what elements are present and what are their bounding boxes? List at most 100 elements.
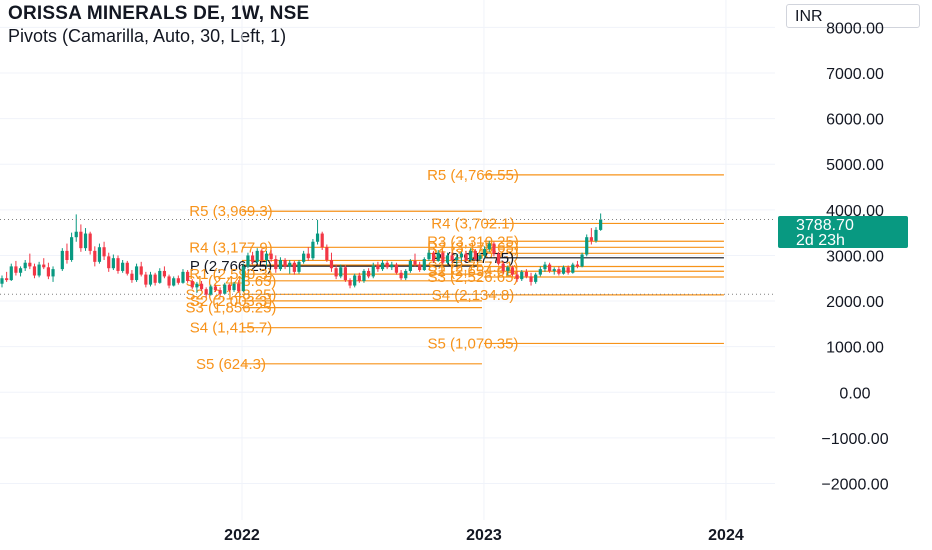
candle-body [32,266,37,276]
candle-body [218,290,222,294]
last-price-line [0,218,775,295]
price-axis-tick-label: −1000.00 [821,431,888,448]
candle-body [413,260,417,265]
candle-body [561,267,566,274]
candlestick-series [0,213,603,298]
price-axis-tick-label: 3000.00 [826,248,884,265]
candle-body [594,229,598,241]
candle-body [107,256,111,269]
candle-body [538,269,542,275]
pivot-label-r4: R4 (3,177.9) [189,239,272,256]
candle-body [130,273,134,281]
time-axis-tick-label: 2024 [708,527,744,544]
candle-body [223,284,227,294]
candle-body [302,253,306,262]
candle-body [176,278,180,283]
candle-body [483,249,487,256]
candle-body [357,275,361,281]
time-axis-tick-label: 2023 [466,527,502,544]
candle-body [520,271,524,280]
candle-body [232,283,236,291]
candle-body [102,247,106,257]
candle-body [0,278,4,284]
candle-body [455,257,459,260]
pivot-label-s4: S4 (1,415.7) [190,320,273,337]
candle-body [269,253,273,260]
candle-body [348,280,352,286]
candle-body [534,274,538,282]
candle-body [14,266,18,273]
price-axis-tick-label: 6000.00 [826,112,884,129]
candle-body [399,272,403,279]
candle-body [404,270,408,279]
candle-body [320,233,324,248]
candle-body [255,250,259,262]
indicator-legend[interactable]: Pivots (Camarilla, Auto, 30, Left, 1) [8,26,287,46]
candle-body [65,250,69,260]
candle-body [42,264,46,268]
candle-body [172,278,176,286]
candle-body [125,262,129,274]
candle-body [227,284,231,291]
candle-body [496,253,501,264]
price-axis[interactable]: 8000.00 7000.00 6000.00 5000.00 4000.00 3000.… [821,20,888,493]
candle-body [427,252,431,260]
candle-body [199,283,204,290]
candle-body [60,250,64,270]
candle-body [18,268,23,273]
candle-body [329,260,334,269]
candle-body [431,252,436,261]
candle-body [418,264,422,271]
candle-body [97,247,102,262]
pivot-label-r3: R3 (3,310.25) [427,233,519,250]
pivot-label-r5: R5 (3,969.3) [189,203,272,220]
candle-body [422,259,426,271]
candle-body [436,252,440,261]
candle-body [83,233,88,249]
candle-body [264,253,269,260]
candle-body [241,266,245,292]
candle-body [376,265,380,270]
candle-body [311,241,315,259]
candle-body [478,255,482,260]
candle-body [566,267,570,273]
candle-body [209,286,213,295]
pivot-label-r5: R5 (4,766.55) [427,167,519,184]
candle-body [237,283,241,292]
candle-body [367,270,371,277]
candle-body [69,237,74,260]
candle-body [580,254,584,267]
currency-selector[interactable]: INR [786,4,920,28]
candle-body [139,266,143,275]
pivot-label-s5: S5 (1,070.35) [428,335,519,352]
pivot-label-s2b: S2 (2,003.3) [190,293,273,310]
candle-body [380,262,385,270]
candle-body [510,267,515,275]
candle-body [181,271,185,283]
candle-body [552,269,556,271]
candle-body [153,274,157,283]
chart-title: ORISSA MINERALS DE, 1W, NSE [8,3,310,24]
candle-body [441,252,445,263]
price-axis-tick-label: 5000.00 [826,157,884,174]
candle-body [88,233,92,251]
candle-body [390,264,394,268]
candle-body [515,274,519,280]
candle-body [334,268,338,277]
candle-body [260,250,264,260]
candle-body [186,271,190,281]
candle-body [571,264,575,273]
candle-body [167,276,171,286]
candle-body [111,258,115,269]
candle-body [274,259,278,270]
candle-body [116,258,120,271]
candle-body [46,267,50,277]
candle-body [148,274,153,285]
candle-body [529,276,533,282]
price-axis-tick-label: −2000.00 [821,477,888,494]
price-axis-tick-label: 7000.00 [826,66,884,83]
time-axis[interactable]: 2022 2023 2024 [224,527,744,544]
candle-body [408,260,412,271]
grid [0,0,775,520]
